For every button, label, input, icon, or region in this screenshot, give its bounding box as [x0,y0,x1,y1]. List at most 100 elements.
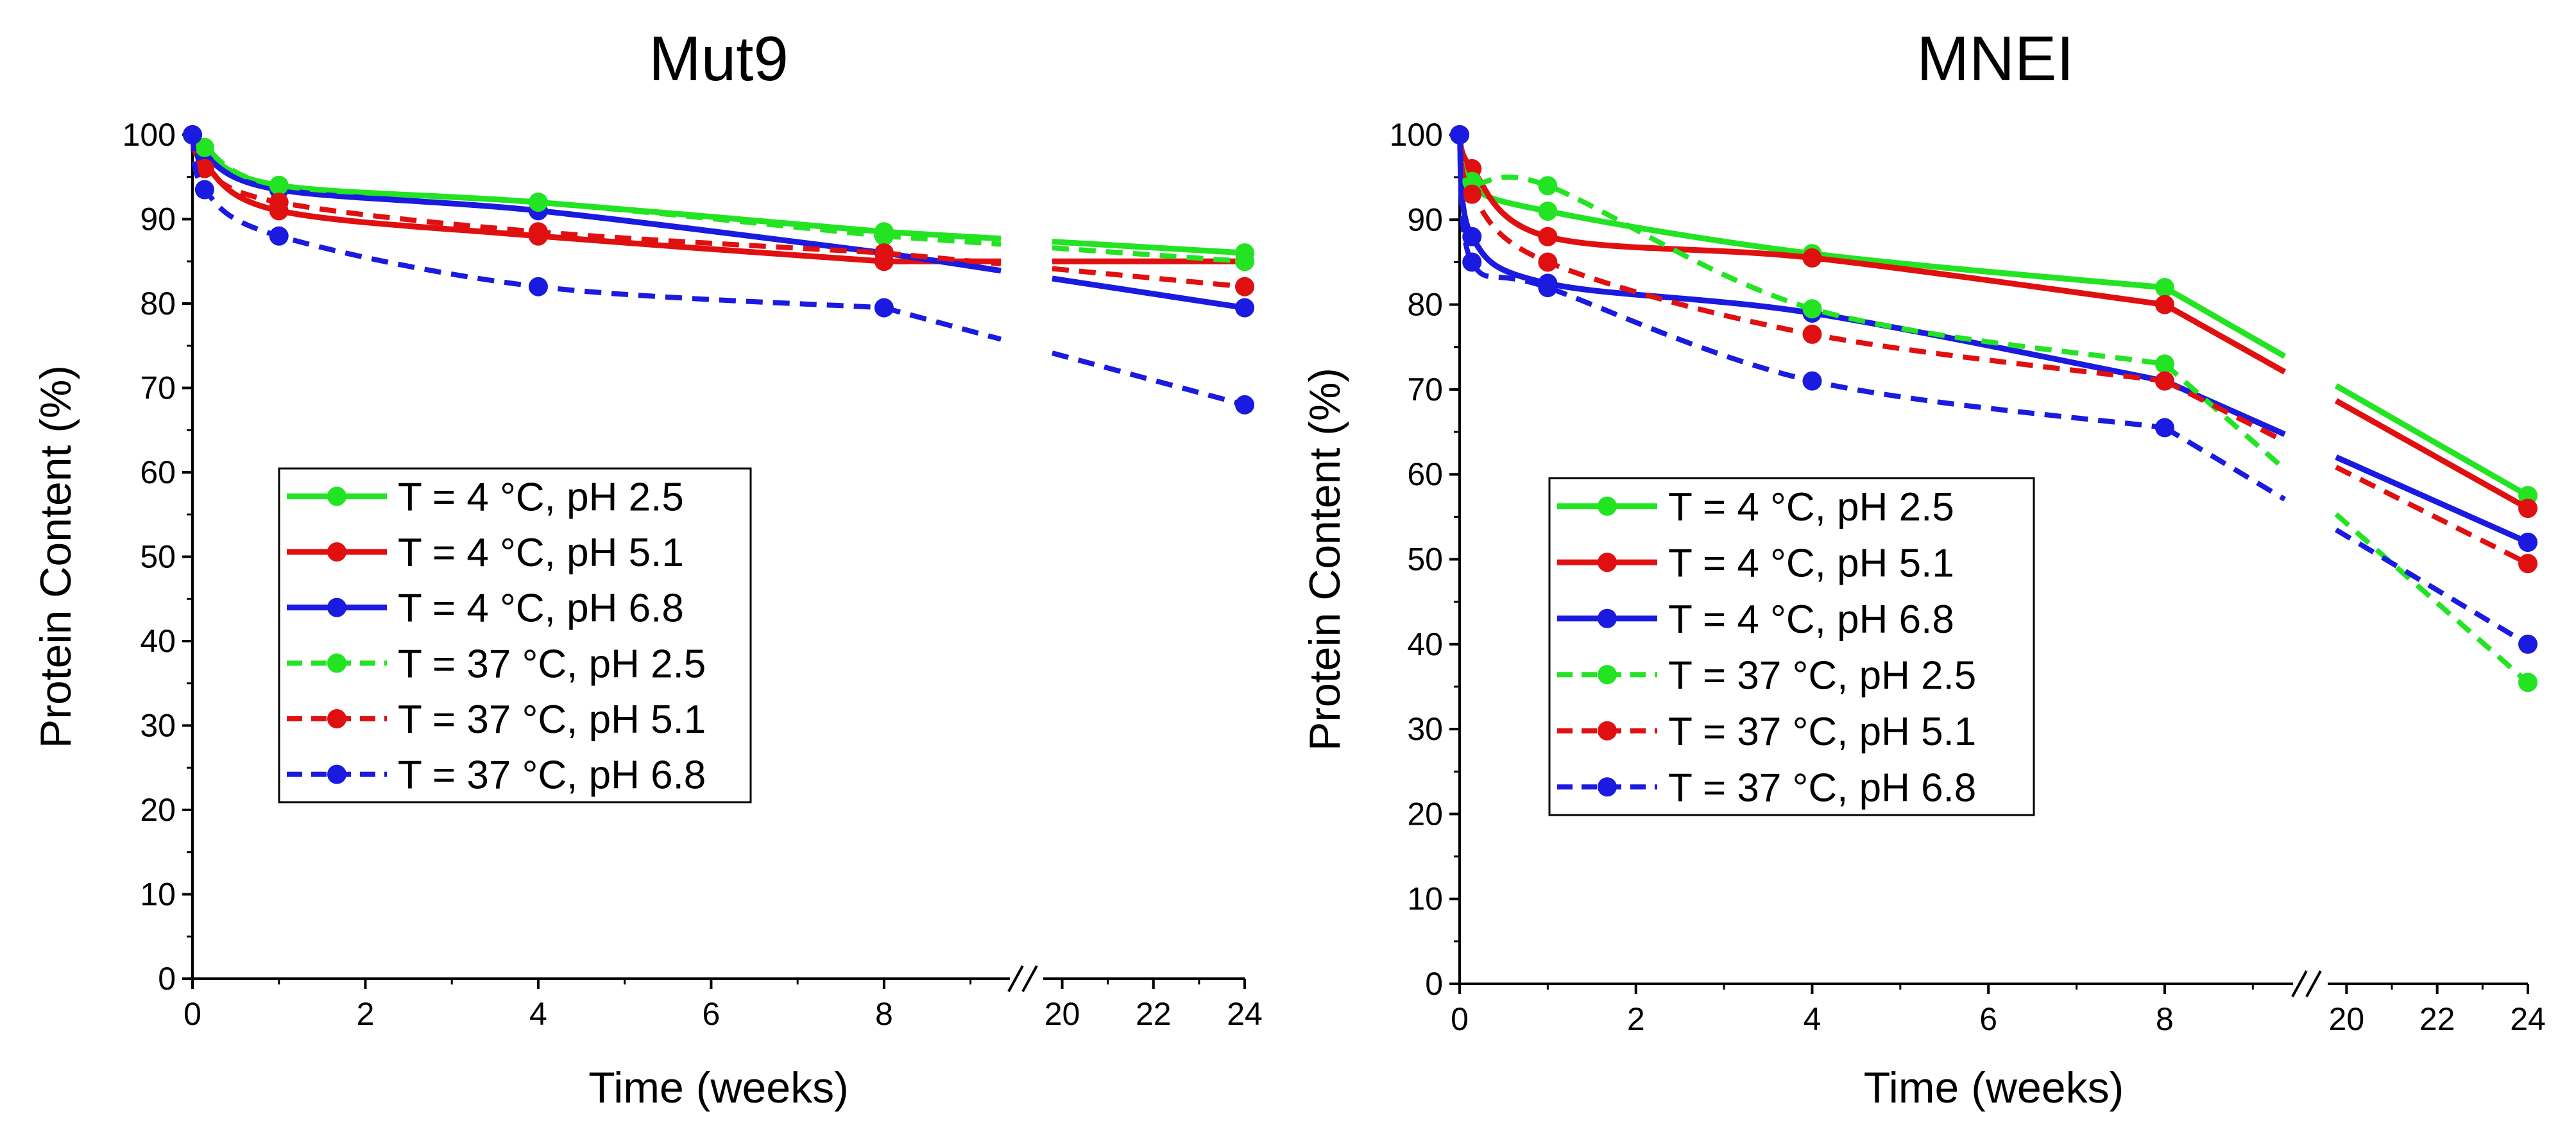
series-line [2335,465,2529,566]
legend-item: T = 37 °C, pH 6.8 [1557,766,1976,810]
legend-label: T = 37 °C, pH 5.1 [398,698,706,742]
y-tick-label: 50 [1407,542,1443,578]
data-point [2518,554,2538,574]
series-line [883,228,1002,242]
axis-break-mark [1007,965,1024,992]
y-tick-label: 100 [1390,117,1443,153]
legend-label: T = 37 °C, pH 6.8 [398,753,706,798]
legend-item: T = 4 °C, pH 6.8 [1557,597,1954,642]
legend-label: T = 4 °C, pH 6.8 [1668,597,1954,642]
legend-item: T = 37 °C, pH 2.5 [287,642,706,686]
legend-box [278,467,752,803]
legend-swatch-marker [1598,608,1617,628]
x-axis-label: Time (weeks) [1864,1063,2124,1112]
data-point [194,159,214,178]
series-line [1457,134,2165,431]
y-tick-label: 40 [1407,626,1443,662]
series-line [2163,425,2287,502]
y-tick-label: 30 [140,708,176,744]
data-point [1462,184,1482,204]
legend-swatch-marker [327,653,346,673]
legend-label: T = 37 °C, pH 2.5 [1668,653,1976,698]
y-tick-label: 50 [140,539,176,575]
y-tick-label: 80 [140,286,176,322]
series-line [883,233,1002,247]
series-line [2163,302,2287,375]
data-point [269,193,289,212]
y-tick-label: 60 [140,454,176,490]
legend-swatch-marker [1598,496,1617,516]
x-tick-label: 0 [1451,1001,1469,1037]
axis-break-mark [2291,970,2308,997]
series-2 [1450,125,2538,519]
data-point [874,298,894,318]
x-tick-label: 22 [2419,1001,2455,1037]
series-line [1052,239,1245,256]
axis-break-mark [2305,970,2322,997]
data-point [1802,324,1822,344]
x-tick-label: 24 [1227,996,1263,1032]
legend-label: T = 37 °C, pH 2.5 [398,642,706,686]
legend-item: T = 4 °C, pH 2.5 [287,475,684,519]
y-tick-label: 80 [1407,287,1443,323]
legend-item: T = 4 °C, pH 6.8 [287,587,684,631]
chart-title: MNEI [1917,23,2074,94]
y-axis-label: Protein Content (%) [31,365,80,748]
x-tick-label: 0 [183,996,201,1032]
y-tick-label: 0 [158,961,176,997]
y-tick-label: 100 [123,117,176,153]
legend-swatch-marker [1598,777,1617,797]
x-tick-label: 20 [1045,996,1080,1032]
series-6 [183,125,1254,415]
data-point [1462,227,1482,246]
data-point [874,226,894,246]
x-tick-label: 22 [1136,996,1172,1032]
data-point [1462,252,1482,272]
legend: T = 4 °C, pH 2.5 T = 4 °C, pH 5.1 T = 4 °C… [278,467,752,803]
data-point [2154,278,2174,298]
y-tick-label: 40 [140,623,176,659]
series-line [190,133,885,239]
x-tick-label: 4 [529,996,547,1032]
data-point [1235,252,1254,271]
series-line [1052,245,1245,264]
legend: T = 4 °C, pH 2.5 T = 4 °C, pH 5.1 T = 4 °C… [1548,477,2035,816]
legend-box [1548,477,2035,816]
data-point [194,137,214,157]
series-line [2334,383,2530,499]
data-point [1538,227,1558,246]
legend-item: T = 4 °C, pH 2.5 [1557,485,1954,529]
legend-swatch-marker [327,542,346,562]
y-tick-label: 60 [1407,456,1443,492]
y-tick-label: 0 [1425,966,1443,1002]
legend-item: T = 4 °C, pH 5.1 [287,531,684,575]
series-line [2334,528,2530,647]
series-line [2334,398,2530,511]
data-point [528,222,548,242]
series-6 [1450,125,2538,654]
y-tick-label: 90 [1407,202,1443,237]
legend-label: T = 37 °C, pH 5.1 [1668,710,1976,754]
x-tick-label: 20 [2329,1001,2365,1037]
series-5 [183,125,1254,296]
x-tick-label: 2 [1627,1001,1645,1037]
y-tick-label: 30 [1407,711,1443,747]
y-tick-label: 20 [1407,796,1443,832]
y-tick-label: 70 [140,370,176,406]
data-point [2518,673,2538,692]
legend-swatch-marker [327,709,346,728]
series-line [2163,285,2287,359]
series-line [883,250,1002,274]
x-tick-label: 8 [2156,1001,2174,1037]
legend-label: T = 4 °C, pH 2.5 [398,475,684,519]
data-point [269,226,289,246]
series-line [1457,133,2165,367]
y-axis-label: Protein Content (%) [1301,368,1349,751]
data-point [528,193,548,212]
legend-label: T = 4 °C, pH 2.5 [1668,485,1954,529]
data-point [2154,418,2174,438]
data-point [2154,371,2174,391]
